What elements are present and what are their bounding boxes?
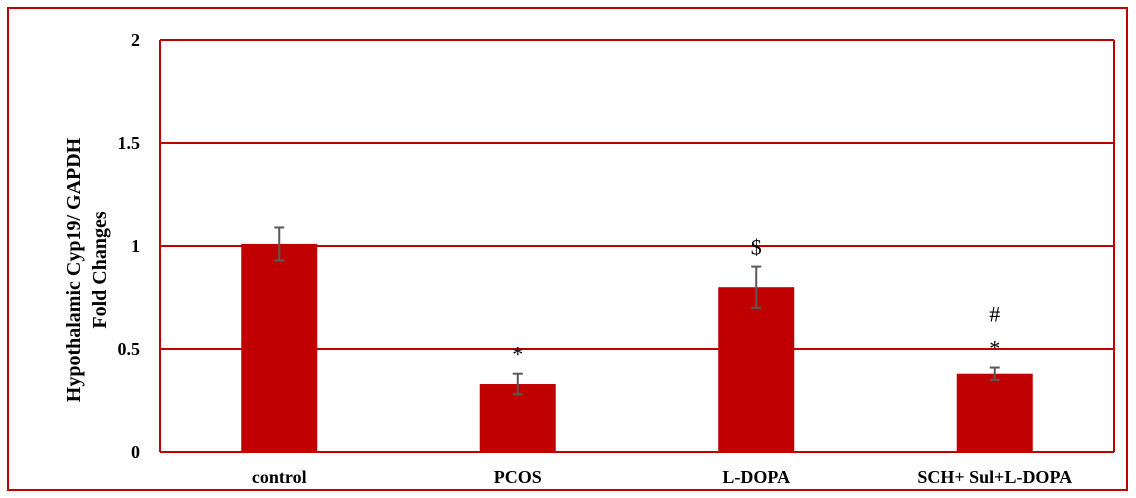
chart-frame <box>7 7 1128 491</box>
y-axis-label-line2: Fold Changes <box>89 211 111 328</box>
y-axis-label-line1: Hypothalamic Cyp19/ GAPDH <box>63 137 85 402</box>
error-bar <box>989 366 1000 381</box>
error-bar <box>512 372 523 396</box>
y-tick-label: 2 <box>131 30 140 50</box>
error-bar <box>751 265 762 309</box>
bar-control <box>241 243 318 452</box>
significance-marker: * <box>989 336 1000 361</box>
y-tick-label: 0 <box>131 442 140 462</box>
x-tick-label: SCH+ Sul+L-DOPA <box>917 467 1072 487</box>
y-tick-label: 0.5 <box>118 339 141 359</box>
y-tick-label: 1 <box>131 236 140 256</box>
error-bar <box>274 226 285 262</box>
bar-pcos <box>479 384 556 452</box>
x-tick-label: L-DOPA <box>722 467 790 487</box>
bar-l-dopa <box>718 287 795 452</box>
significance-marker: * <box>512 342 523 367</box>
significance-marker: $ <box>751 235 762 260</box>
x-tick-label: control <box>252 467 307 487</box>
x-tick-label: PCOS <box>494 467 542 487</box>
significance-marker: # <box>989 302 1000 327</box>
y-tick-label: 1.5 <box>118 133 141 153</box>
bar-sch-sul-l-dopa <box>956 373 1033 452</box>
